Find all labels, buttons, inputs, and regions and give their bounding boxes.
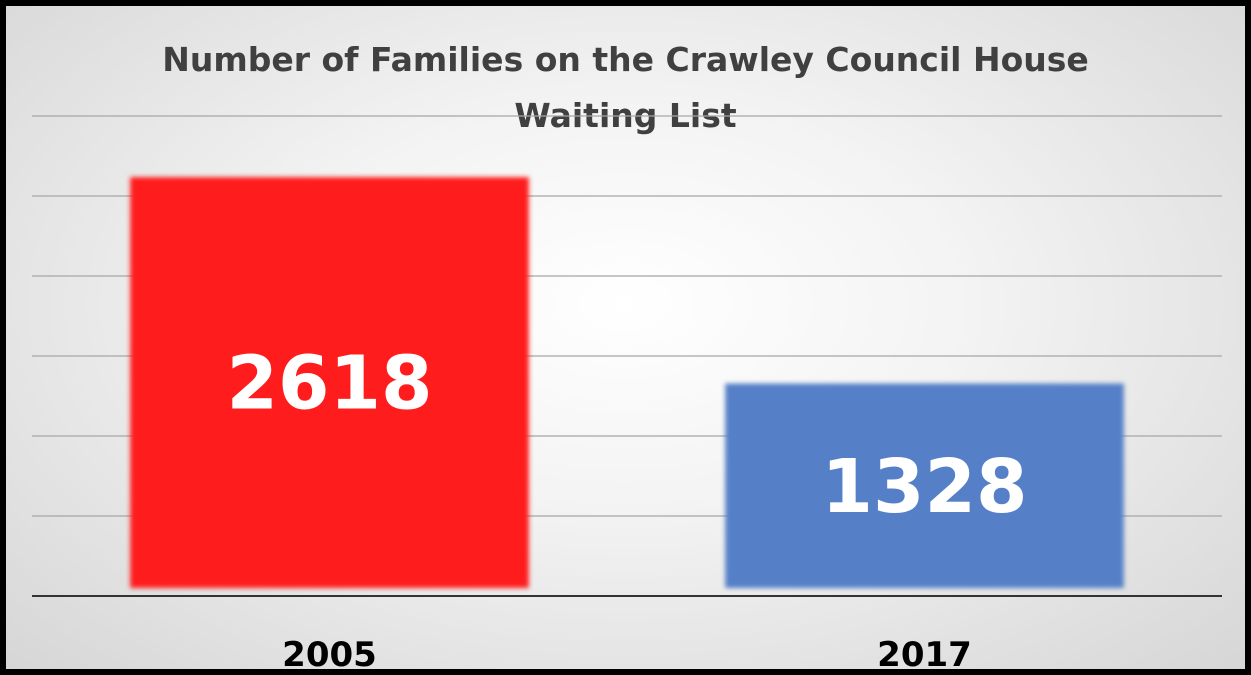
bars (130, 177, 1124, 588)
data-label-2017: 1328 (822, 444, 1028, 530)
x-tick-label-2017: 2017 (877, 635, 972, 669)
bar-2017 (725, 383, 1124, 588)
data-labels: 2618 1328 (227, 341, 1028, 530)
data-label-2005: 2618 (227, 341, 433, 427)
bar-2005 (130, 177, 529, 588)
x-axis-ticks: 2005 2017 (282, 635, 972, 669)
chart-plot: 2618 1328 2005 2017 (32, 115, 1222, 669)
x-tick-label-2005: 2005 (282, 635, 377, 669)
